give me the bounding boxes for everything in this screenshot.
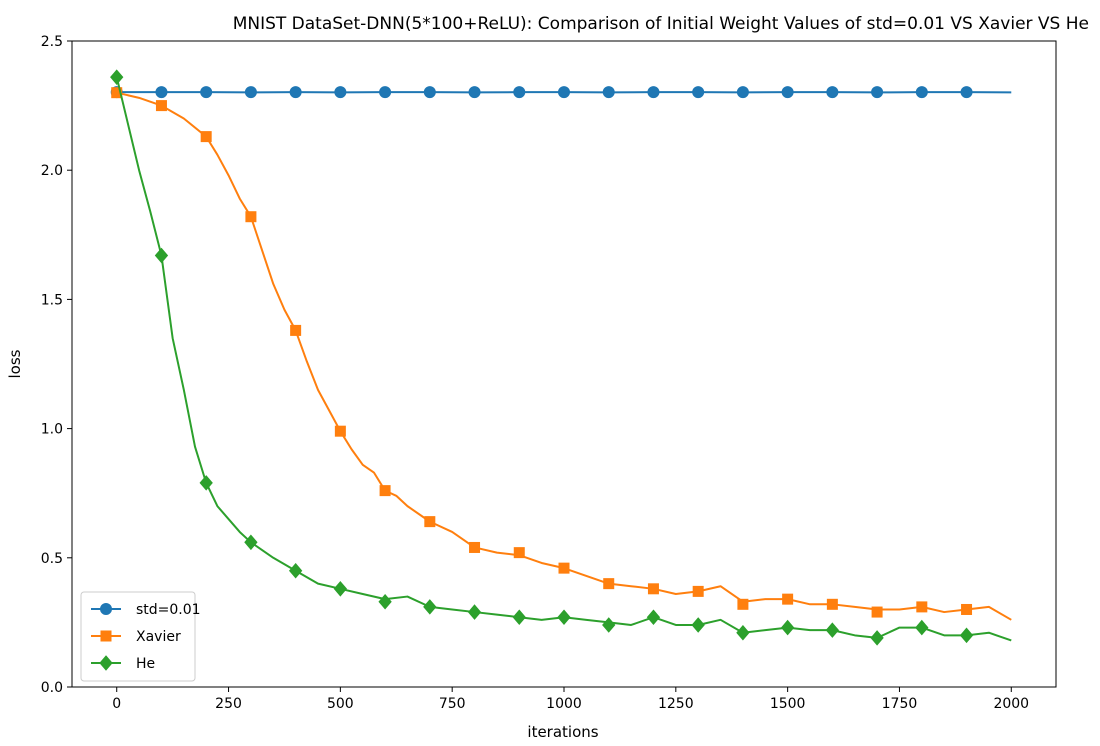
data-point-std-0-01 (602, 86, 615, 99)
data-point-std-0-01 (513, 86, 526, 99)
data-point-xavier (647, 583, 659, 595)
legend-item-he: He (91, 655, 155, 672)
y-tick-label: 1.0 (41, 422, 63, 438)
y-tick-label: 2.0 (41, 163, 63, 179)
data-point-std-0-01 (871, 86, 884, 99)
data-point-xavier (424, 516, 436, 528)
data-point-xavier (692, 585, 704, 597)
data-point-he (423, 599, 437, 615)
series-layer (110, 69, 1012, 646)
legend: std=0.01 Xavier He (80, 591, 201, 682)
x-tick-label: 1750 (882, 696, 918, 712)
data-point-std-0-01 (915, 86, 928, 99)
data-point-xavier (155, 100, 167, 112)
data-point-xavier (782, 593, 794, 605)
y-tick-label: 1.5 (41, 292, 63, 308)
data-point-xavier (558, 562, 570, 574)
data-point-std-0-01 (781, 86, 794, 99)
data-point-std-0-01 (334, 86, 347, 99)
data-point-he (467, 604, 482, 620)
data-point-std-0-01 (244, 86, 257, 99)
data-point-he (512, 609, 526, 626)
data-point-he (736, 624, 750, 641)
data-point-xavier (245, 211, 257, 223)
legend-box (80, 591, 196, 682)
legend-item-xavier: Xavier (91, 629, 181, 645)
y-axis-label: loss (6, 349, 24, 378)
data-point-xavier (737, 598, 749, 610)
x-tick-label: 2000 (993, 696, 1029, 712)
x-tick-label: 750 (439, 696, 466, 712)
legend-label: std=0.01 (136, 602, 201, 618)
y-tick-label: 2.5 (41, 34, 63, 50)
series-std-0-01 (110, 86, 1012, 99)
data-point-std-0-01 (423, 86, 436, 99)
series-line-he (115, 76, 1012, 642)
data-point-he (288, 562, 303, 579)
data-point-xavier (916, 601, 928, 613)
data-point-he (110, 69, 124, 85)
data-point-xavier (334, 425, 346, 437)
data-point-he (646, 609, 661, 626)
data-point-std-0-01 (558, 86, 570, 99)
data-point-xavier (871, 606, 883, 618)
data-point-he (602, 617, 616, 633)
legend-marker-square (100, 630, 112, 642)
data-point-he (870, 630, 884, 646)
x-axis: 0 250 500 750 1000 1250 1500 1750 2000 (112, 687, 1029, 712)
data-point-he (691, 617, 705, 633)
legend-item-std-0-01: std=0.01 (91, 602, 201, 618)
data-point-xavier (111, 87, 123, 99)
data-point-std-0-01 (379, 86, 392, 99)
data-point-xavier (469, 541, 481, 553)
x-tick-label: 500 (327, 696, 354, 712)
data-point-std-0-01 (647, 86, 660, 99)
data-point-he (154, 247, 169, 264)
y-tick-label: 0.0 (41, 680, 63, 696)
x-tick-label: 250 (215, 696, 242, 712)
legend-marker-diamond (99, 655, 113, 671)
x-tick-label: 1250 (658, 696, 694, 712)
data-point-std-0-01 (692, 86, 705, 99)
data-point-std-0-01 (289, 86, 302, 99)
series-he (110, 69, 1012, 646)
y-axis: 0.0 0.5 1.0 1.5 2.0 2.5 (41, 34, 72, 696)
data-point-std-0-01 (736, 86, 749, 99)
data-point-xavier (513, 547, 525, 559)
data-point-he (378, 593, 392, 610)
data-point-xavier (379, 485, 391, 497)
data-point-he (199, 475, 213, 491)
legend-label: He (136, 656, 155, 672)
data-point-he (333, 581, 348, 597)
data-point-he (959, 627, 974, 644)
x-axis-label: iterations (527, 723, 598, 741)
x-tick-label: 1500 (770, 696, 806, 712)
data-point-xavier (200, 131, 212, 143)
data-point-he (915, 619, 929, 636)
series-xavier (111, 87, 1012, 621)
data-point-std-0-01 (200, 86, 213, 99)
data-point-he (825, 622, 840, 638)
data-point-xavier (961, 603, 973, 615)
plot-frame (71, 40, 1057, 688)
x-tick-label: 1000 (546, 696, 582, 712)
data-point-std-0-01 (960, 86, 973, 99)
data-point-he (557, 609, 571, 626)
data-point-he (780, 619, 795, 636)
data-point-std-0-01 (468, 86, 481, 99)
x-tick-label: 0 (112, 696, 121, 712)
data-point-std-0-01 (826, 86, 839, 99)
data-point-xavier (290, 324, 302, 336)
data-point-he (244, 534, 258, 551)
data-point-xavier (603, 578, 615, 590)
legend-marker-circle (100, 603, 112, 615)
data-point-xavier (826, 598, 838, 610)
chart-title: MNIST DataSet-DNN(5*100+ReLU): Compariso… (233, 14, 1089, 34)
legend-label: Xavier (136, 629, 181, 645)
y-tick-label: 0.5 (41, 551, 63, 567)
data-point-std-0-01 (155, 86, 168, 99)
